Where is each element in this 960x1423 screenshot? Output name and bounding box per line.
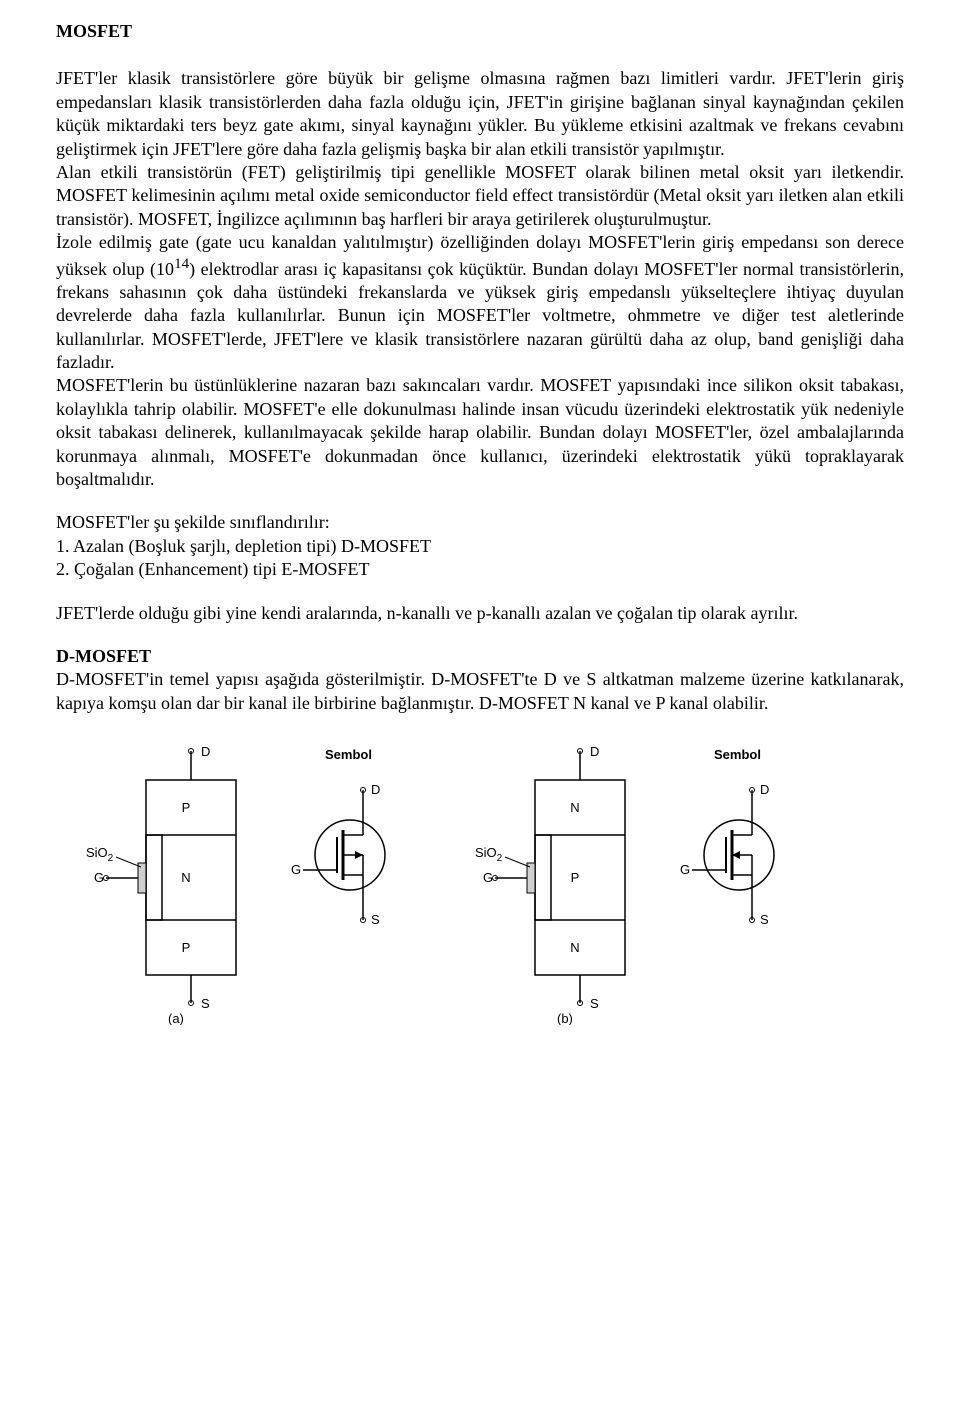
paragraph-3b: ) elektrodlar arası iç kapasitansı çok k… [56, 259, 904, 373]
diagram-a-structure: P N P D S G SiO2 (a) [86, 745, 261, 1025]
diagram-b-symbol: Sembol G D S [664, 745, 804, 945]
label-p-mid: P [571, 870, 580, 885]
class-intro: MOSFET'ler şu şekilde sınıflandırılır: [56, 511, 904, 534]
symbol-g-b: G [680, 862, 690, 877]
label-p-bot: P [182, 940, 191, 955]
diagram-b: N P N D S G SiO2 (b) Sembol G D [475, 745, 804, 1025]
exponent: 14 [174, 256, 189, 272]
caption-a: (a) [168, 1011, 184, 1025]
label-sembol-b: Sembol [714, 747, 761, 762]
label-sio2: SiO2 [86, 845, 114, 864]
symbol-g-a: G [291, 862, 301, 877]
label-sio2-b: SiO2 [475, 845, 503, 864]
paragraph-2: Alan etkili transistörün (FET) geliştiri… [56, 161, 904, 231]
symbol-s-a: S [371, 912, 380, 927]
paragraph-4: MOSFET'lerin bu üstünlüklerine nazaran b… [56, 374, 904, 491]
label-n-mid: N [181, 870, 190, 885]
class-item-2: 2. Çoğalan (Enhancement) tipi E-MOSFET [56, 558, 904, 581]
dmosfet-heading: D-MOSFET [56, 646, 151, 666]
diagram-a-symbol: Sembol G D S [275, 745, 415, 945]
dmosfet-title: D-MOSFET [56, 645, 904, 668]
label-n-bot: N [570, 940, 579, 955]
label-s: S [201, 996, 210, 1011]
paragraph-5: JFET'lerde olduğu gibi yine kendi aralar… [56, 602, 904, 625]
page-title: MOSFET [56, 20, 904, 43]
diagram-row: P N P D S G SiO2 (a) Sembol [56, 745, 904, 1025]
diagram-b-structure: N P N D S G SiO2 (b) [475, 745, 650, 1025]
caption-b: (b) [557, 1011, 573, 1025]
label-d: D [201, 745, 210, 759]
symbol-d-b: D [760, 782, 769, 797]
paragraph-1: JFET'ler klasik transistörlere göre büyü… [56, 67, 904, 161]
label-d-b: D [590, 745, 599, 759]
label-s-b: S [590, 996, 599, 1011]
paragraph-3: İzole edilmiş gate (gate ucu kanaldan ya… [56, 231, 904, 374]
diagram-a: P N P D S G SiO2 (a) Sembol [86, 745, 415, 1025]
dmosfet-paragraph: D-MOSFET'in temel yapısı aşağıda gösteri… [56, 668, 904, 715]
label-g-b: G [483, 870, 493, 885]
label-n-top: N [570, 800, 579, 815]
symbol-d-a: D [371, 782, 380, 797]
label-sembol-a: Sembol [325, 747, 372, 762]
label-p-top: P [182, 800, 191, 815]
label-g: G [94, 870, 104, 885]
class-item-1: 1. Azalan (Boşluk şarjlı, depletion tipi… [56, 535, 904, 558]
symbol-s-b: S [760, 912, 769, 927]
